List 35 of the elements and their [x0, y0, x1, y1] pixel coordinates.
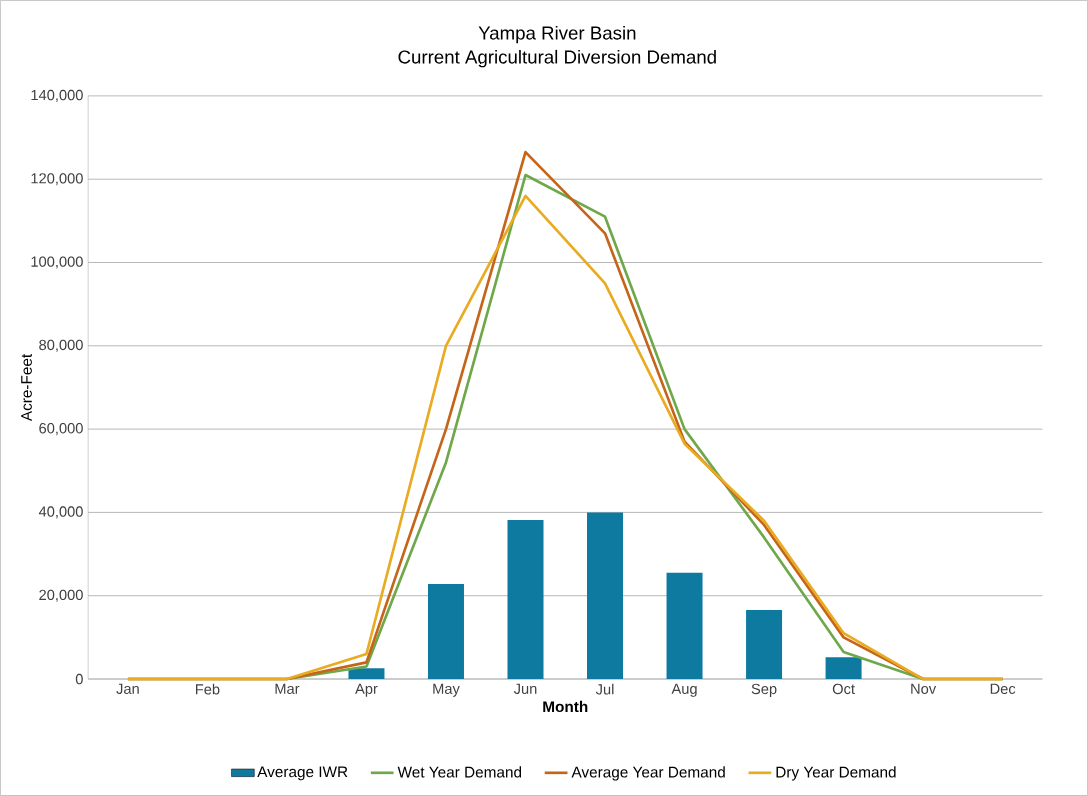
- legend-label: Average Year Demand: [571, 766, 725, 781]
- y-tick-label: 40,000: [38, 506, 83, 519]
- bar: [348, 668, 385, 680]
- bar: [666, 572, 703, 680]
- x-tick-label: Apr: [355, 683, 378, 697]
- x-tick-label: May: [433, 683, 460, 697]
- x-tick-label: Jul: [595, 683, 614, 695]
- legend-label: Average IWR: [257, 766, 348, 781]
- x-tick-label: Feb: [196, 683, 220, 695]
- bar: [825, 657, 862, 680]
- bar: [427, 584, 464, 680]
- y-tick-label: 60,000: [39, 423, 83, 436]
- x-tick-label: Jan: [116, 683, 139, 695]
- legend-label: Dry Year Demand: [776, 766, 896, 781]
- legend-label: Wet Year Demand: [397, 766, 522, 778]
- x-tick-label: Jun: [513, 683, 537, 695]
- y-axis-title: Acre-Feet: [21, 353, 32, 422]
- x-tick-label: Sep: [751, 683, 777, 698]
- x-tick-label: Nov: [911, 683, 937, 695]
- y-tick-label: 100,000: [31, 256, 83, 269]
- chart-subtitle: Current Agricultural Diversion Demand: [398, 49, 716, 68]
- x-tick-label: Aug: [671, 683, 697, 697]
- bar: [507, 519, 544, 680]
- x-axis-title: Month: [543, 700, 588, 713]
- y-tick-label: 0: [75, 673, 83, 685]
- y-tick-label: 140,000: [31, 89, 83, 102]
- x-tick-label: Mar: [275, 683, 300, 695]
- y-tick-label: 120,000: [31, 173, 83, 186]
- x-tick-label: Dec: [990, 683, 1016, 695]
- x-tick-label: Oct: [832, 683, 855, 695]
- y-tick-label: 80,000: [39, 339, 83, 352]
- bar: [746, 609, 783, 680]
- bar: [587, 512, 624, 680]
- chart-title: Yampa River Basin: [478, 25, 636, 44]
- y-tick-label: 20,000: [39, 589, 83, 602]
